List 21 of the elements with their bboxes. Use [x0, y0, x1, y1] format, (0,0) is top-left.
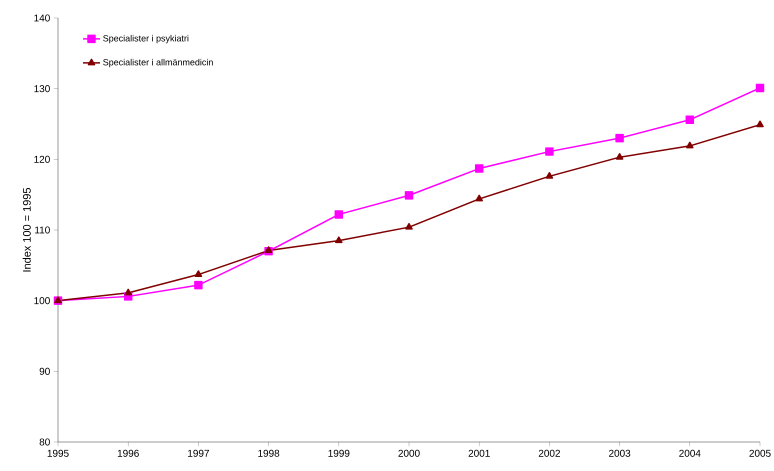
- y-tick-label: 90: [40, 368, 50, 375]
- y-tick-label: 120: [34, 156, 50, 163]
- x-tick-label: 1998: [258, 450, 280, 457]
- x-tick-label: 1997: [188, 450, 209, 457]
- y-tick-label: 110: [35, 226, 50, 234]
- x-tick-label: 2001: [468, 450, 490, 457]
- x-tick-label: 1995: [48, 450, 69, 457]
- y-tick-label: 100: [34, 297, 50, 304]
- x-tick-label: 1996: [118, 450, 139, 457]
- x-tick-label: 2003: [609, 450, 630, 457]
- x-tick-label: 2000: [398, 450, 420, 457]
- x-tick-label: 2004: [679, 450, 701, 457]
- y-tick-label: 80: [40, 438, 50, 446]
- y-axis-title: Index 100 = 1995: [22, 188, 31, 272]
- x-tick-label: 1999: [328, 450, 350, 457]
- y-tick-label: 140: [34, 14, 50, 22]
- x-tick-label: 2002: [538, 450, 560, 457]
- y-tick-label: 130: [34, 85, 50, 92]
- legend-label: Specialister i allmänmedicin: [103, 58, 213, 68]
- x-tick-label: 2005: [749, 450, 771, 457]
- legend-label: Specialister i psykiatri: [103, 34, 188, 44]
